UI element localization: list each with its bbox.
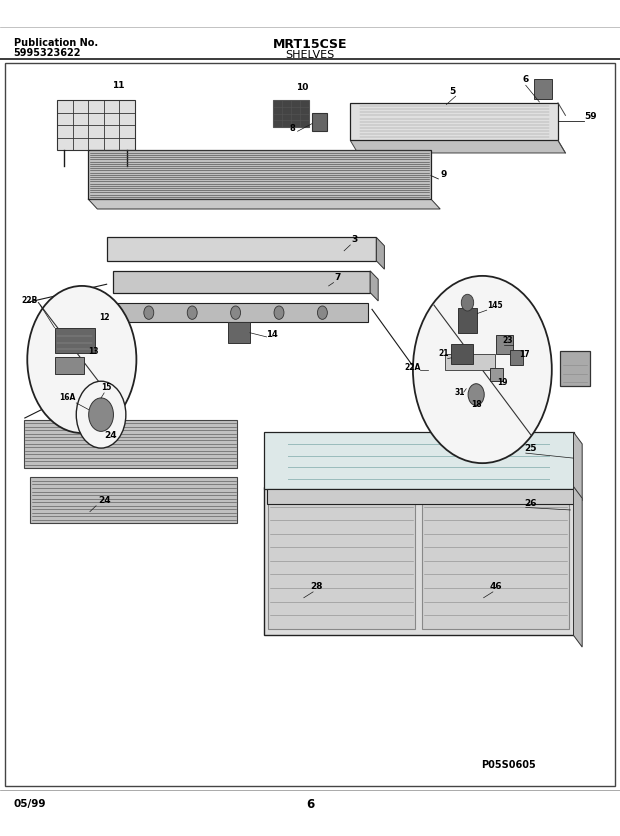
Bar (496, 335, 513, 354)
Bar (422, 493, 569, 629)
Circle shape (317, 306, 327, 319)
Text: 23: 23 (502, 336, 512, 344)
Text: 22A: 22A (404, 363, 420, 371)
Text: 18: 18 (471, 400, 482, 409)
Text: P05S0605: P05S0605 (481, 760, 536, 770)
Circle shape (413, 276, 552, 463)
Bar (534, 79, 552, 99)
Circle shape (461, 294, 474, 311)
Circle shape (76, 381, 126, 448)
Text: Publication No.: Publication No. (14, 38, 98, 48)
Text: 11: 11 (112, 81, 124, 89)
Bar (350, 103, 558, 140)
Bar (560, 351, 590, 386)
Text: 59: 59 (584, 112, 596, 120)
Text: 28: 28 (310, 583, 322, 591)
Text: 22B: 22B (22, 296, 38, 304)
Text: 3: 3 (352, 236, 358, 244)
Bar (113, 271, 370, 293)
Circle shape (274, 306, 284, 319)
Text: 5: 5 (450, 87, 456, 95)
Text: 31: 31 (455, 388, 465, 396)
Text: 15: 15 (102, 383, 112, 391)
Bar (88, 150, 431, 199)
Bar (55, 328, 95, 353)
Text: 14: 14 (266, 330, 277, 339)
Text: 6: 6 (306, 798, 314, 811)
Circle shape (231, 306, 241, 319)
Text: 46: 46 (490, 583, 502, 591)
Bar (117, 303, 368, 322)
Text: 21: 21 (438, 349, 448, 358)
Bar (458, 308, 477, 333)
Text: 24: 24 (104, 431, 117, 440)
Text: 5995323622: 5995323622 (14, 48, 81, 59)
Bar (268, 493, 415, 629)
Bar (312, 113, 327, 131)
Circle shape (27, 286, 136, 433)
Text: 10: 10 (296, 84, 309, 92)
Bar (445, 354, 495, 370)
Circle shape (187, 306, 197, 319)
Bar (107, 237, 376, 261)
Text: MRT15CSE: MRT15CSE (273, 38, 347, 51)
Text: 13: 13 (88, 348, 98, 356)
Text: 26: 26 (524, 499, 536, 507)
Bar (30, 477, 237, 523)
Text: 8: 8 (290, 125, 296, 133)
Text: SHELVES: SHELVES (285, 50, 335, 60)
Polygon shape (574, 487, 582, 647)
Text: 05/99: 05/99 (14, 799, 46, 809)
Circle shape (468, 384, 484, 405)
Text: 7: 7 (335, 273, 341, 282)
Bar (24, 420, 237, 468)
Polygon shape (88, 199, 440, 209)
Text: 16A: 16A (59, 393, 75, 401)
Text: 17: 17 (519, 350, 530, 359)
Bar (5, 63, 615, 786)
Polygon shape (370, 271, 378, 301)
Bar (55, 357, 84, 374)
Text: 12: 12 (99, 314, 109, 322)
Bar (228, 322, 250, 343)
Bar (264, 432, 574, 489)
Text: 6: 6 (523, 75, 529, 84)
Bar (490, 368, 503, 381)
Text: 19: 19 (497, 378, 507, 386)
Polygon shape (574, 432, 582, 501)
Polygon shape (376, 237, 384, 269)
Circle shape (144, 306, 154, 319)
Text: 25: 25 (524, 445, 536, 453)
Bar (273, 100, 309, 127)
Polygon shape (350, 140, 565, 153)
Text: 24: 24 (98, 497, 110, 505)
Bar (264, 487, 574, 635)
Text: 9: 9 (440, 171, 446, 179)
Bar (267, 489, 574, 504)
Circle shape (89, 398, 113, 431)
Bar (57, 100, 135, 150)
Bar (510, 350, 523, 365)
Text: 145: 145 (487, 301, 503, 309)
Bar (451, 344, 473, 364)
